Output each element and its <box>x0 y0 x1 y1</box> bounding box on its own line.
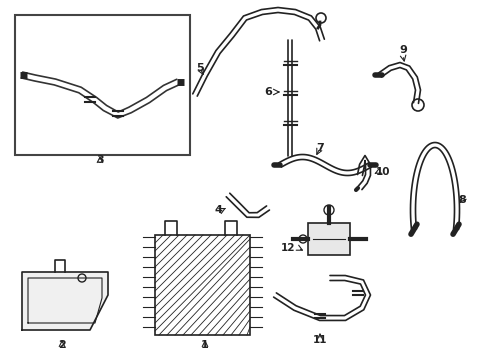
Text: 12: 12 <box>281 243 295 253</box>
Text: 9: 9 <box>399 45 407 55</box>
Text: 3: 3 <box>96 155 104 165</box>
Bar <box>308 223 350 255</box>
Text: 11: 11 <box>313 335 327 345</box>
Text: 8: 8 <box>458 195 466 205</box>
Text: 2: 2 <box>58 340 66 350</box>
Text: 7: 7 <box>316 143 324 153</box>
Polygon shape <box>22 272 108 330</box>
Bar <box>155 235 250 335</box>
Text: 4: 4 <box>214 205 222 215</box>
Text: 1: 1 <box>201 340 209 350</box>
Text: 6: 6 <box>264 87 272 97</box>
Text: 10: 10 <box>376 167 390 177</box>
Bar <box>15 15 190 155</box>
Text: 5: 5 <box>196 63 204 73</box>
